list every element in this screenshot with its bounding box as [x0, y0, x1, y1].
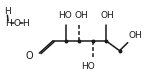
Text: H: H — [23, 19, 29, 28]
Text: H: H — [4, 7, 11, 16]
Text: OH: OH — [129, 31, 142, 40]
Text: O: O — [14, 19, 21, 28]
Text: HO: HO — [81, 62, 95, 71]
Text: H: H — [5, 19, 12, 28]
Text: OH: OH — [101, 11, 115, 20]
Text: O: O — [26, 51, 33, 61]
Text: HO: HO — [58, 11, 71, 20]
Text: OH: OH — [74, 11, 88, 20]
